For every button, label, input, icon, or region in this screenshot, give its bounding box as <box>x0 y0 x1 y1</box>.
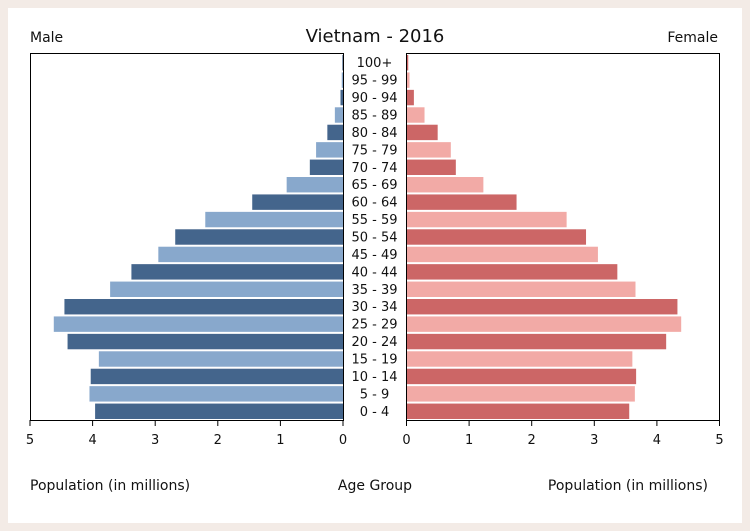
male-bar <box>64 299 344 315</box>
female-bar <box>407 333 667 350</box>
chart-title: Vietnam - 2016 <box>306 26 445 47</box>
male-bar <box>316 142 343 158</box>
female-bar <box>407 159 456 175</box>
female-tick-label: 0 <box>402 433 410 448</box>
female-tick-label: 5 <box>715 433 723 448</box>
female-bar <box>407 386 635 402</box>
age-group-label: 55 - 59 <box>351 213 397 228</box>
age-group-label: 60 - 64 <box>351 196 397 211</box>
male-bar <box>286 177 343 193</box>
male-bar <box>327 124 343 141</box>
female-bar <box>407 229 587 245</box>
age-group-label: 50 - 54 <box>351 231 397 246</box>
male-bar <box>334 107 343 123</box>
male-label: Male <box>30 30 63 46</box>
bars-group <box>53 55 682 419</box>
female-bar <box>407 299 678 315</box>
population-pyramid-chart: Vietnam - 2016 Male Female 100+ 95 - 99 90… <box>26 26 724 494</box>
female-bar <box>407 194 517 210</box>
male-tick-label: 5 <box>26 433 34 448</box>
age-group-label: 95 - 99 <box>351 74 397 89</box>
male-bar <box>175 229 343 245</box>
female-bar <box>407 124 438 141</box>
age-group-label: 75 - 79 <box>351 143 397 158</box>
male-bar <box>341 72 343 88</box>
age-labels-group: 100+ 95 - 99 90 - 94 85 - 89 80 - 84 75 - 79 7… <box>351 56 397 420</box>
female-bar <box>407 264 618 280</box>
male-bar <box>205 211 343 228</box>
x-axis-label-male: Population (in millions) <box>30 478 190 494</box>
male-tick-label: 3 <box>151 433 159 448</box>
female-bar <box>407 89 414 106</box>
female-bar <box>407 403 630 419</box>
male-bar <box>98 351 343 367</box>
age-group-label: 45 - 49 <box>351 248 397 263</box>
male-bar <box>110 281 344 297</box>
female-plot-area <box>406 53 720 421</box>
age-group-label: 15 - 19 <box>351 353 397 368</box>
male-bar <box>53 316 344 332</box>
female-bar <box>407 281 636 297</box>
male-bar <box>158 246 343 263</box>
female-bar <box>407 316 682 332</box>
female-bar <box>407 72 410 88</box>
age-group-label: 25 - 29 <box>351 318 397 333</box>
female-tick-label: 2 <box>528 433 536 448</box>
age-group-label: 5 - 9 <box>360 387 390 402</box>
age-group-label: 0 - 4 <box>360 405 390 420</box>
age-group-label: 30 - 34 <box>351 300 397 315</box>
female-label: Female <box>667 30 718 46</box>
chart-panel: Vietnam - 2016 Male Female 100+ 95 - 99 90… <box>8 8 742 523</box>
female-bar <box>407 177 484 193</box>
male-tick-label: 0 <box>339 433 347 448</box>
male-plot-area <box>30 53 344 421</box>
male-bar <box>131 264 343 280</box>
male-bar <box>89 386 343 402</box>
age-group-label: 85 - 89 <box>351 109 397 124</box>
female-tick-label: 3 <box>590 433 598 448</box>
female-bar <box>407 368 637 385</box>
male-bar <box>340 89 343 106</box>
axes-group: 0 0 1 1 2 2 3 3 4 4 5 5 <box>26 420 724 448</box>
age-group-label: 35 - 39 <box>351 283 397 298</box>
male-bar <box>90 368 343 385</box>
male-bar <box>67 333 343 350</box>
age-group-label: 40 - 44 <box>351 265 397 280</box>
male-tick-label: 4 <box>88 433 96 448</box>
x-axis-label-age-group: Age Group <box>338 478 412 494</box>
female-bar <box>407 211 567 228</box>
male-tick-label: 1 <box>276 433 284 448</box>
female-bar <box>407 246 598 263</box>
female-bar <box>407 142 451 158</box>
age-group-label: 70 - 74 <box>351 161 397 176</box>
male-bar <box>95 403 343 419</box>
male-tick-label: 2 <box>214 433 222 448</box>
female-bar <box>407 351 633 367</box>
female-tick-label: 4 <box>653 433 661 448</box>
male-bar <box>342 55 343 71</box>
female-tick-label: 1 <box>465 433 473 448</box>
age-group-label: 65 - 69 <box>351 178 397 193</box>
age-group-label: 80 - 84 <box>351 126 397 141</box>
age-group-label: 20 - 24 <box>351 335 397 350</box>
male-bar <box>252 194 343 210</box>
female-bar <box>407 107 425 123</box>
age-group-label: 100+ <box>357 56 393 71</box>
age-group-label: 90 - 94 <box>351 91 397 106</box>
male-bar <box>309 159 343 175</box>
x-axis-label-female: Population (in millions) <box>548 478 708 494</box>
age-group-label: 10 - 14 <box>351 370 397 385</box>
female-bar <box>407 55 409 71</box>
